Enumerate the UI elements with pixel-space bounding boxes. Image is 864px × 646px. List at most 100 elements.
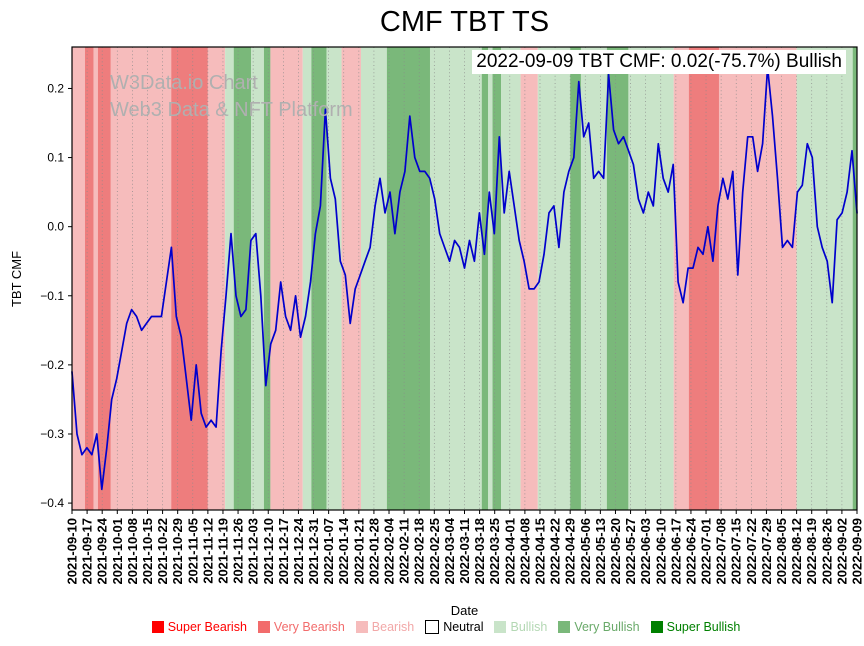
latest-value-annotation: 2022-09-09 TBT CMF: 0.02(-75.7%) Bullish xyxy=(472,50,846,74)
x-tick-label: 2022-01-07 xyxy=(321,518,336,585)
x-tick-label: 2021-10-15 xyxy=(140,518,155,585)
x-tick-label: 2022-07-29 xyxy=(759,518,774,585)
band-very_bullish xyxy=(570,47,581,510)
x-tick-label: 2022-04-22 xyxy=(548,518,563,585)
x-tick-label: 2021-10-22 xyxy=(155,518,170,585)
legend-swatch-icon xyxy=(494,621,507,633)
band-bearish xyxy=(520,47,538,510)
x-tick-label: 2022-06-03 xyxy=(638,518,653,585)
x-tick-label: 2021-12-31 xyxy=(306,518,321,585)
band-bullish xyxy=(580,47,607,510)
band-bullish xyxy=(302,47,312,510)
legend-item-bearish: Bearish xyxy=(355,620,415,634)
x-tick-label: 2022-09-09 xyxy=(850,518,864,585)
x-tick-label: 2022-05-13 xyxy=(593,518,608,585)
legend-swatch-icon xyxy=(257,621,270,633)
band-very_bullish xyxy=(386,47,430,510)
x-axis-label: Date xyxy=(450,603,479,618)
x-tick-label: 2021-09-24 xyxy=(95,517,110,584)
legend-item-very-bullish: Very Bullish xyxy=(558,620,640,634)
x-tick-label: 2021-10-08 xyxy=(125,518,140,585)
x-tick-label: 2022-07-15 xyxy=(729,518,744,585)
y-tick-label: 0.0 xyxy=(47,220,64,234)
band-very_bearish xyxy=(688,47,719,510)
band-bearish xyxy=(341,47,361,510)
x-tick-label: 2022-04-08 xyxy=(517,518,532,585)
band-very_bullish xyxy=(606,47,629,510)
band-very_bullish xyxy=(481,47,489,510)
x-tick-label: 2021-09-10 xyxy=(65,518,80,585)
band-very_bullish xyxy=(263,47,271,510)
x-tick-label: 2022-06-24 xyxy=(683,517,698,584)
chart-title: CMF TBT TS xyxy=(379,6,550,38)
band-bearish xyxy=(72,47,85,510)
legend-item-very-bearish: Very Bearish xyxy=(257,620,345,634)
legend-swatch-icon xyxy=(558,621,571,633)
band-bullish xyxy=(360,47,387,510)
legend-swatch-icon xyxy=(355,621,368,633)
band-bullish xyxy=(488,47,493,510)
x-tick-label: 2022-02-11 xyxy=(397,518,412,584)
band-bearish xyxy=(207,47,226,510)
x-tick-label: 2022-04-01 xyxy=(502,518,517,585)
x-tick-label: 2022-01-21 xyxy=(351,518,366,585)
x-tick-label: 2022-02-04 xyxy=(382,517,397,584)
band-bullish xyxy=(225,47,234,510)
x-tick-label: 2022-05-27 xyxy=(623,518,638,585)
legend-label: Very Bullish xyxy=(574,620,640,634)
x-tick-label: 2022-05-20 xyxy=(608,518,623,585)
x-tick-label: 2022-08-05 xyxy=(774,518,789,585)
legend-label: Super Bearish xyxy=(167,620,247,634)
x-tick-label: 2021-12-24 xyxy=(291,517,306,584)
x-tick-label: 2022-01-28 xyxy=(366,518,381,585)
band-bearish xyxy=(673,47,689,510)
x-tick-label: 2022-09-02 xyxy=(834,518,849,585)
legend-label: Bearish xyxy=(371,620,415,634)
x-tick-label: 2022-03-18 xyxy=(472,518,487,585)
x-tick-label: 2022-04-29 xyxy=(563,518,578,585)
legend-label: Very Bearish xyxy=(273,620,345,634)
x-tick-label: 2022-06-17 xyxy=(668,518,683,585)
x-tick-label: 2021-11-19 xyxy=(215,518,230,584)
band-bullish xyxy=(537,47,571,510)
band-bullish xyxy=(251,47,264,510)
x-tick-label: 2022-02-18 xyxy=(412,518,427,585)
band-very_bullish xyxy=(492,47,502,510)
band-bearish xyxy=(270,47,303,510)
band-very_bullish xyxy=(852,47,857,510)
band-bullish xyxy=(628,47,674,510)
band-bullish xyxy=(326,47,342,510)
y-tick-label: 0.2 xyxy=(47,81,64,95)
x-tick-label: 2022-07-01 xyxy=(699,518,714,585)
plot-border xyxy=(71,46,858,511)
y-tick-label: 0.1 xyxy=(47,151,64,165)
legend: Super Bearish Very Bearish Bearish Neutral B… xyxy=(36,620,856,634)
legend-label: Bullish xyxy=(510,620,548,634)
x-tick-label: 2022-04-15 xyxy=(532,518,547,585)
x-tick-label: 2021-12-17 xyxy=(276,518,291,585)
x-tick-label: 2022-08-12 xyxy=(789,518,804,585)
x-tick-label: 2021-11-26 xyxy=(231,518,246,584)
band-bullish xyxy=(501,47,521,510)
band-bearish xyxy=(718,47,797,510)
y-tick-label: −0.1 xyxy=(40,289,64,303)
x-tick-label: 2022-08-19 xyxy=(804,518,819,585)
x-tick-label: 2022-03-11 xyxy=(457,518,472,584)
x-tick-label: 2022-03-25 xyxy=(487,518,502,585)
band-bearish xyxy=(110,47,172,510)
y-tick-label: −0.4 xyxy=(40,496,64,510)
x-tick-label: 2022-01-14 xyxy=(336,517,351,584)
x-tick-label: 2021-11-05 xyxy=(185,518,200,584)
x-tick-label: 2022-03-04 xyxy=(442,517,457,584)
legend-swatch-icon xyxy=(425,620,440,634)
band-bullish xyxy=(429,47,482,510)
x-tick-label: 2021-11-12 xyxy=(200,518,215,584)
legend-swatch-icon xyxy=(650,621,663,633)
legend-item-neutral: Neutral xyxy=(425,620,483,634)
legend-item-bullish: Bullish xyxy=(494,620,547,634)
legend-label: Super Bullish xyxy=(666,620,741,634)
x-tick-label: 2021-10-01 xyxy=(110,518,125,585)
legend-label: Neutral xyxy=(443,620,484,634)
x-tick-label: 2022-06-10 xyxy=(653,518,668,585)
